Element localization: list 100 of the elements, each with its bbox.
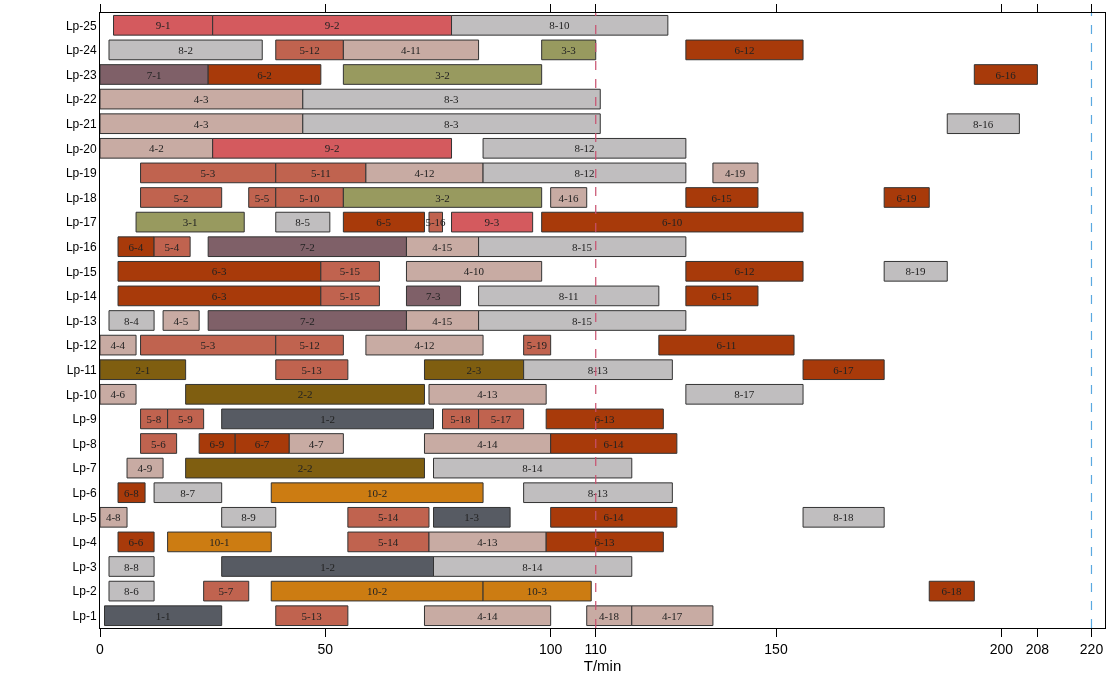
bar — [802, 359, 885, 381]
data-label: 3-3 — [561, 43, 577, 56]
y-tick-label: Lp-4 — [72, 535, 97, 550]
data-label: 5-15 — [339, 289, 361, 302]
bar — [100, 334, 137, 356]
bar — [167, 531, 272, 553]
data-label: 8-14 — [522, 462, 543, 475]
data-label: 8-12 — [574, 142, 595, 155]
data-label: 6-19 — [896, 191, 918, 204]
bar — [405, 285, 462, 307]
data-label: 4-18 — [598, 609, 620, 622]
data-label: 4-16 — [558, 191, 580, 204]
bar — [550, 506, 678, 528]
y-tick-label: Lp-16 — [65, 239, 97, 254]
data-label: 4-4 — [110, 339, 126, 352]
data-label: 6-18 — [941, 585, 963, 598]
data-label: 8-5 — [295, 216, 311, 229]
y-tick-label: Lp-18 — [65, 190, 97, 205]
data-label: 8-3 — [443, 117, 460, 130]
data-label: 6-3 — [211, 265, 228, 278]
data-label: 8-8 — [123, 560, 140, 573]
data-label: 8-14 — [522, 560, 543, 573]
data-label: 6-10 — [662, 216, 683, 229]
data-label: 6-12 — [734, 265, 755, 278]
data-label: 6-13 — [594, 535, 616, 548]
bar — [482, 137, 687, 159]
data-label: 8-13 — [587, 486, 609, 499]
x-tick-label: 110 — [584, 640, 608, 657]
x-axis-title: T/min — [583, 656, 622, 674]
bar — [365, 334, 484, 356]
data-label: 2-2 — [297, 388, 313, 401]
data-label: 5-18 — [450, 412, 471, 425]
data-label: 6-9 — [209, 437, 225, 450]
data-label: 1-2 — [320, 560, 335, 573]
data-label: 6-15 — [711, 191, 733, 204]
data-label: 4-13 — [477, 535, 498, 548]
data-label: 1-2 — [320, 412, 335, 425]
data-label: 5-8 — [146, 412, 162, 425]
data-label: 7-3 — [425, 289, 442, 302]
bar — [275, 605, 349, 627]
data-label: 6-17 — [833, 363, 854, 376]
bar — [126, 457, 164, 479]
data-label: 8-18 — [833, 511, 854, 524]
data-label: 9-3 — [484, 216, 500, 229]
data-label: 8-11 — [558, 289, 579, 302]
data-label: 4-12 — [414, 166, 435, 179]
y-tick-label: Lp-14 — [65, 289, 97, 304]
data-label: 10-2 — [367, 486, 388, 499]
bar — [928, 580, 975, 602]
bar — [451, 211, 534, 233]
x-tick-label: 200 — [989, 640, 1014, 657]
data-label: 4-3 — [193, 117, 209, 130]
y-tick-label: Lp-12 — [65, 338, 97, 353]
data-label: 10-1 — [209, 535, 230, 548]
data-label: 2-2 — [297, 462, 313, 475]
bar — [104, 605, 223, 627]
data-label: 9-2 — [324, 142, 340, 155]
data-label: 4-5 — [173, 314, 189, 327]
data-label: 10-2 — [367, 585, 388, 598]
data-label: 1-3 — [464, 511, 480, 524]
data-label: 5-11 — [310, 166, 331, 179]
y-tick-label: Lp-23 — [65, 67, 97, 82]
x-tick-label: 100 — [538, 640, 563, 657]
data-label: 6-14 — [603, 437, 625, 450]
bar — [270, 482, 484, 504]
data-label: 4-14 — [477, 609, 498, 622]
data-label: 1-1 — [155, 609, 171, 622]
y-tick-label: Lp-9 — [72, 412, 97, 427]
data-label: 10-3 — [526, 585, 548, 598]
x-tick-label: 50 — [317, 640, 334, 657]
data-label: 8-17 — [734, 388, 755, 401]
data-label: 6-3 — [211, 289, 228, 302]
data-label: 5-3 — [200, 166, 216, 179]
x-tick-label: 0 — [96, 640, 105, 657]
data-label: 6-2 — [257, 68, 272, 81]
y-tick-label: Lp-15 — [65, 264, 97, 279]
data-label: 5-14 — [378, 535, 399, 548]
y-tick-label: Lp-5 — [72, 510, 97, 525]
data-label: 5-14 — [378, 511, 399, 524]
data-label: 7-2 — [299, 240, 315, 253]
bar — [135, 211, 245, 233]
data-label: 6-4 — [128, 240, 144, 253]
bar — [685, 187, 759, 208]
y-tick-label: Lp-10 — [65, 387, 97, 402]
data-label: 6-5 — [376, 216, 392, 229]
data-label: 4-12 — [414, 339, 435, 352]
data-label: 4-8 — [105, 511, 122, 524]
data-label: 3-2 — [435, 68, 450, 81]
y-tick-label: Lp-3 — [72, 559, 97, 574]
bar — [275, 359, 349, 381]
data-label: 6-12 — [734, 43, 755, 56]
data-label: 5-13 — [301, 363, 323, 376]
bar — [100, 383, 137, 405]
data-label: 5-3 — [200, 339, 216, 352]
bar — [685, 39, 804, 61]
data-label: 5-17 — [490, 412, 512, 425]
data-label: 5-5 — [254, 191, 270, 204]
data-label: 5-12 — [299, 339, 320, 352]
data-label: 8-12 — [574, 166, 595, 179]
bar — [685, 285, 759, 307]
